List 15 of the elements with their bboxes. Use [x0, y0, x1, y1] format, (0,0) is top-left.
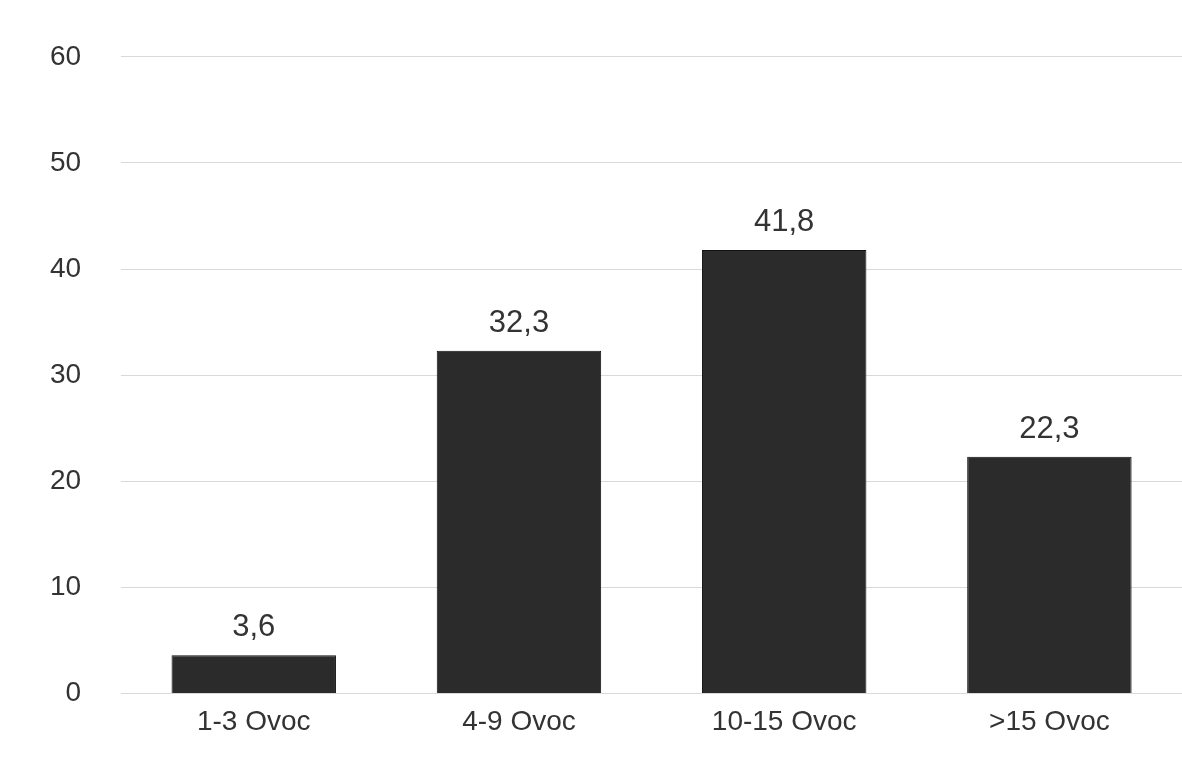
x-tick-label: 4-9 Ovoc [462, 704, 576, 736]
x-tick-label: 1-3 Ovoc [196, 704, 311, 736]
data-label: 32,3 [488, 303, 550, 339]
y-tick-label: 40 [49, 251, 82, 283]
y-tick-label: 10 [49, 570, 82, 602]
y-tick-label: 60 [49, 39, 82, 71]
y-tick-label: 20 [49, 463, 82, 495]
y-tick-label: 50 [49, 145, 82, 177]
x-tick-label: 10-15 Ovoc [711, 704, 857, 736]
data-label: 3,6 [232, 608, 276, 644]
data-label: 22,3 [1019, 409, 1080, 445]
data-label: 41,8 [754, 202, 815, 238]
x-tick-label: >15 Ovoc [989, 704, 1110, 736]
y-tick-label: 30 [49, 357, 82, 389]
y-tick-label: 0 [65, 676, 82, 708]
